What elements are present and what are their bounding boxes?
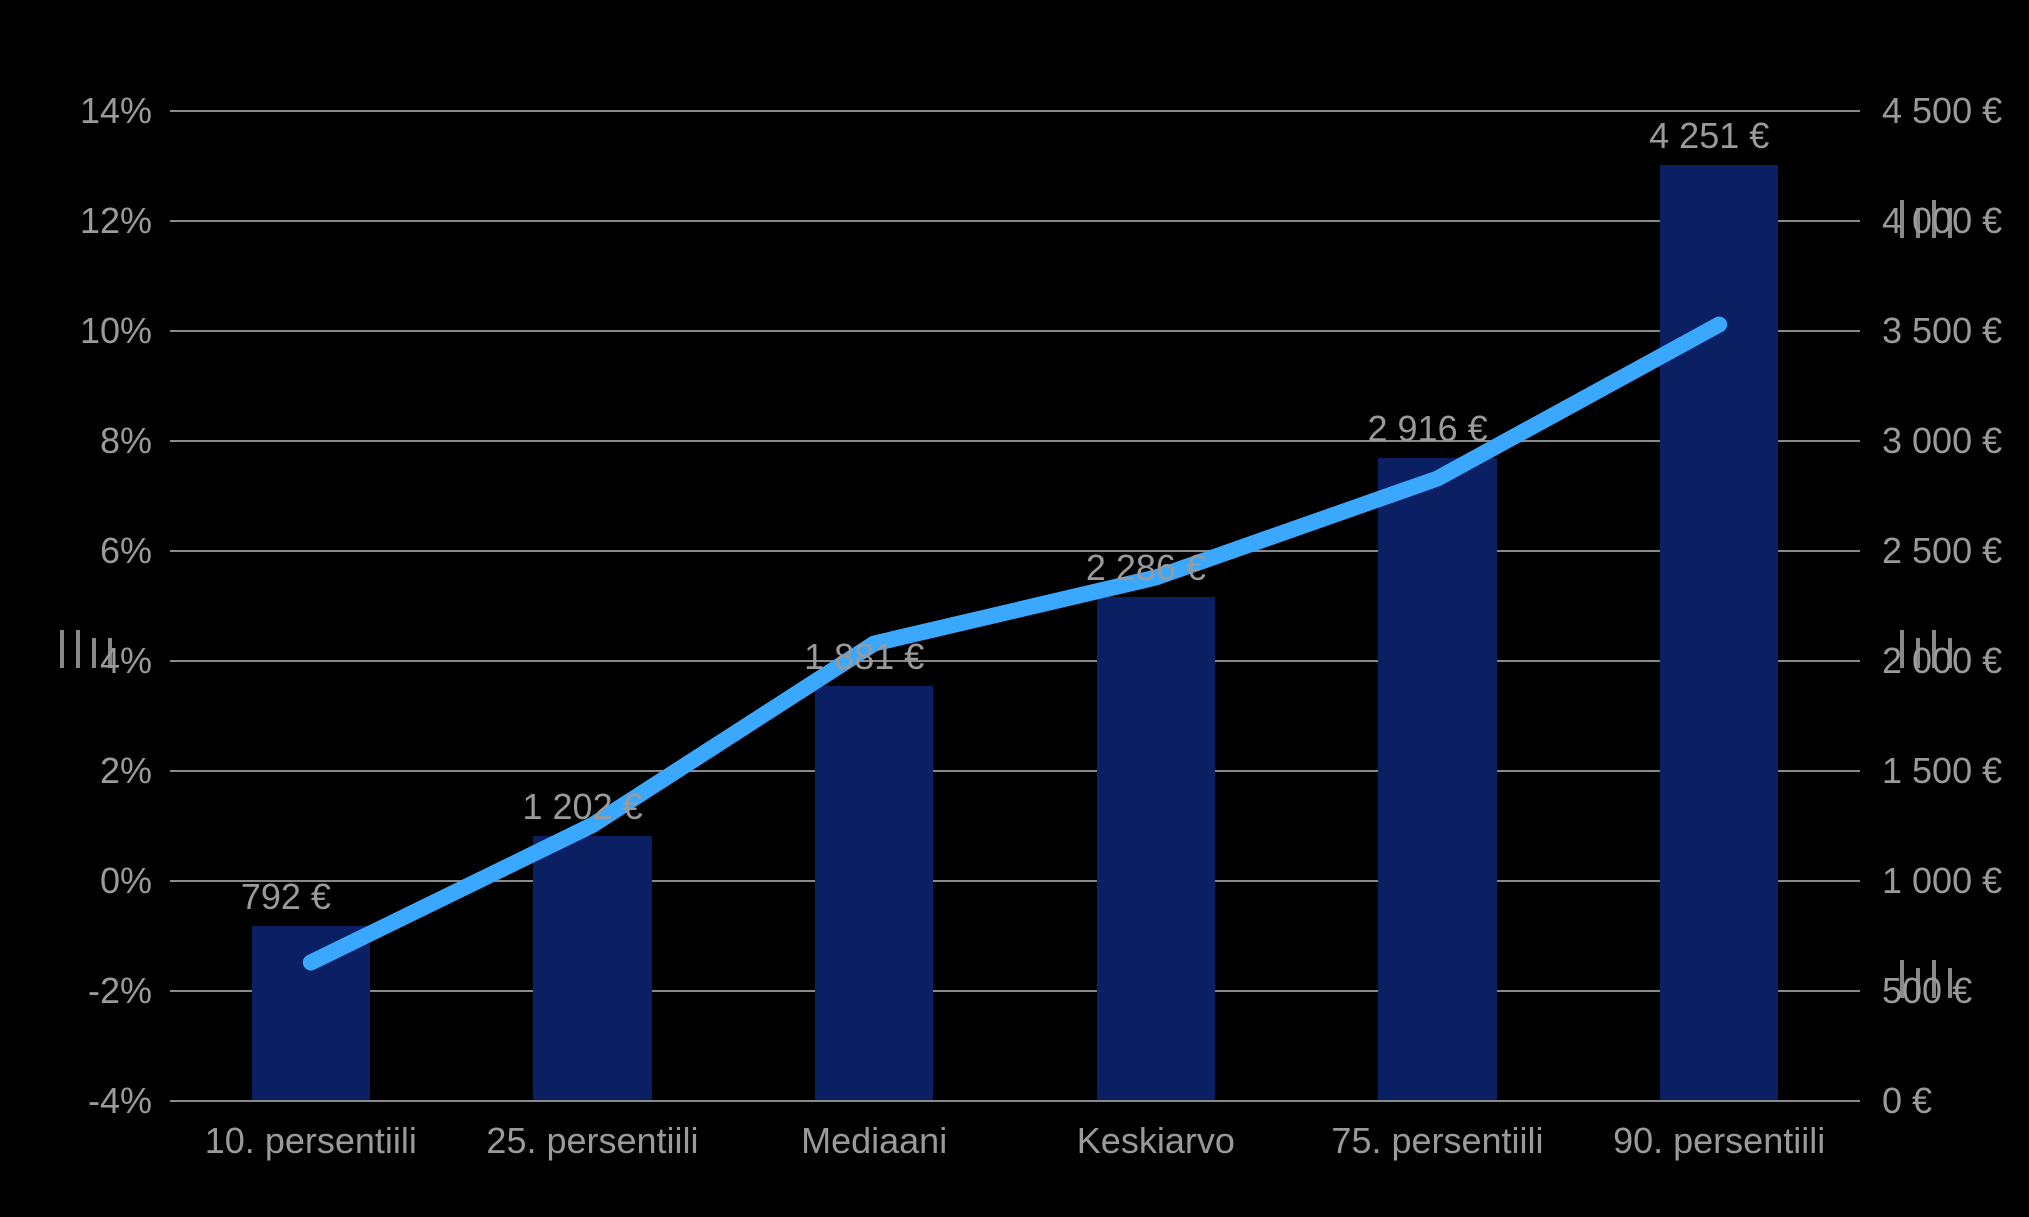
y-right-tick-label: 4 500 € [1882, 90, 2002, 132]
bar-data-label: 2 286 € [1086, 547, 1206, 589]
y-right-tick-label: 1 000 € [1882, 860, 2002, 902]
x-tick-label: Keskiarvo [1015, 1120, 1297, 1162]
y-right-tick-label: 500 € [1882, 970, 1972, 1012]
plot-area [170, 110, 1860, 1100]
bar-data-label: 1 881 € [804, 636, 924, 678]
bar-data-label: 1 202 € [523, 786, 643, 828]
y-right-tick-label: 3 000 € [1882, 420, 2002, 462]
y-right-tick-label: 4 000 € [1882, 200, 2002, 242]
y-left-tick-label: -2% [88, 970, 152, 1012]
y-right-tick-label: 0 € [1882, 1080, 1932, 1122]
x-tick-label: Mediaani [733, 1120, 1015, 1162]
y-left-tick-label: 4% [100, 640, 152, 682]
x-tick-label: 10. persentiili [170, 1120, 452, 1162]
y-right-tick-label: 2 500 € [1882, 530, 2002, 572]
y-left-tick-label: 6% [100, 530, 152, 572]
y-right-tick-label: 1 500 € [1882, 750, 2002, 792]
line-series [170, 110, 1860, 1100]
y-left-tick-label: 0% [100, 860, 152, 902]
bar-data-label: 4 251 € [1649, 115, 1769, 157]
bar-data-label: 792 € [241, 876, 331, 918]
y-left-tick-label: 2% [100, 750, 152, 792]
y-left-tick-label: 8% [100, 420, 152, 462]
x-tick-label: 75. persentiili [1297, 1120, 1579, 1162]
y-left-tick-label: -4% [88, 1080, 152, 1122]
y-right-tick-label: 3 500 € [1882, 310, 2002, 352]
gridline [170, 1100, 1860, 1102]
y-left-tick-label: 14% [80, 90, 152, 132]
x-tick-label: 25. persentiili [452, 1120, 734, 1162]
y-left-tick-label: 12% [80, 200, 152, 242]
y-left-tick-label: 10% [80, 310, 152, 352]
percentile-chart: -4% -2% 0% 2% 4% 6% 8% 10% 12% 14% 0 € 500 € 1 000 €… [0, 0, 2029, 1217]
bar-data-label: 2 916 € [1368, 408, 1488, 450]
x-tick-label: 90. persentiili [1578, 1120, 1860, 1162]
y-right-tick-label: 2 000 € [1882, 640, 2002, 682]
